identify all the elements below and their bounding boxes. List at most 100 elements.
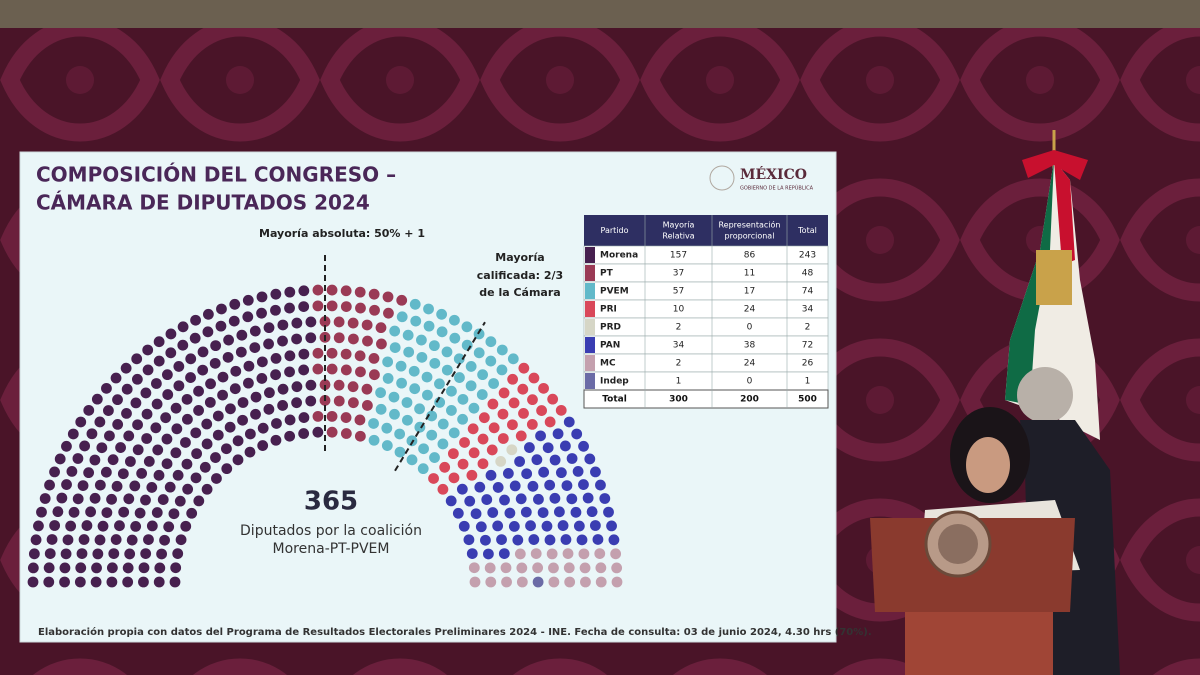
seat: [468, 562, 480, 574]
seat: [354, 430, 366, 442]
seat: [394, 446, 406, 458]
seat: [541, 520, 553, 532]
seat: [532, 576, 544, 588]
seat: [340, 348, 352, 360]
seat: [507, 419, 518, 431]
table-total-cell: Total: [602, 395, 627, 405]
seat: [396, 294, 408, 306]
seat: [463, 534, 475, 546]
seat: [174, 495, 186, 507]
seat: [611, 562, 623, 574]
seat: [173, 361, 185, 372]
seat: [150, 378, 162, 389]
seat: [506, 444, 518, 456]
seat: [191, 448, 203, 460]
seat: [89, 454, 101, 466]
seat: [449, 314, 460, 326]
seat: [180, 520, 192, 532]
seat: [496, 344, 508, 356]
seat: [564, 576, 576, 588]
seat: [536, 405, 547, 416]
seat: [452, 507, 464, 519]
seat: [221, 443, 232, 455]
seat: [524, 442, 535, 453]
seat: [146, 482, 158, 493]
party-name: PAN: [600, 341, 620, 351]
seat: [161, 458, 173, 470]
seat: [354, 350, 366, 362]
seat: [54, 453, 66, 465]
seat: [186, 507, 198, 519]
seat: [485, 469, 497, 481]
seat: [461, 321, 473, 333]
seat: [43, 562, 55, 574]
seat: [75, 562, 87, 574]
seat: [603, 506, 614, 518]
seat: [473, 347, 485, 359]
seat: [110, 534, 122, 545]
seat: [376, 338, 387, 350]
seat: [101, 382, 112, 394]
annotation: de la Cámara: [479, 286, 560, 299]
seat: [91, 562, 102, 574]
seat: [104, 430, 115, 442]
seat: [153, 336, 165, 348]
seat: [566, 453, 578, 464]
seat: [103, 405, 114, 416]
seat: [141, 433, 153, 444]
seat: [224, 421, 236, 433]
seat: [107, 454, 119, 466]
seat: [389, 325, 401, 337]
party-swatch: [585, 283, 595, 299]
seat: [152, 444, 164, 456]
seat: [27, 576, 39, 588]
seat: [256, 356, 268, 368]
seat: [535, 430, 546, 442]
table-cell: 34: [673, 341, 685, 351]
seat: [298, 301, 310, 313]
seat: [406, 454, 418, 466]
seat: [542, 442, 554, 454]
seat: [382, 373, 394, 384]
seat: [570, 506, 582, 518]
seat: [175, 534, 187, 546]
seat: [528, 372, 540, 384]
seat: [557, 520, 569, 531]
seat: [131, 353, 143, 365]
seat: [170, 562, 182, 574]
seat: [277, 383, 289, 395]
seat: [216, 303, 227, 315]
seat: [291, 333, 302, 345]
seat: [114, 520, 125, 532]
seat: [476, 389, 488, 400]
seat: [521, 468, 533, 480]
seat: [499, 494, 510, 506]
seat: [140, 494, 151, 506]
seat: [560, 534, 572, 545]
seat: [170, 402, 182, 414]
party-name: PRD: [600, 323, 621, 333]
seat: [140, 387, 152, 399]
seat: [509, 480, 521, 492]
table-cell: 37: [673, 269, 684, 279]
seat: [441, 364, 453, 376]
seat: [305, 316, 317, 328]
seat: [319, 379, 331, 391]
seat: [83, 404, 95, 416]
seat: [161, 433, 173, 445]
table-cell: 57: [673, 287, 684, 297]
seat: [221, 463, 233, 475]
table-cell: 10: [673, 305, 685, 315]
seat: [333, 332, 345, 344]
seat: [571, 428, 583, 440]
seat: [232, 435, 244, 447]
seat: [154, 562, 166, 574]
party-seats: [368, 298, 519, 475]
seat: [434, 378, 445, 390]
annotation: Mayoría absoluta: 50% + 1: [259, 227, 425, 240]
seat: [474, 481, 486, 493]
seat: [150, 422, 162, 434]
seat: [28, 548, 40, 560]
seat: [49, 520, 61, 531]
seat: [375, 403, 387, 415]
